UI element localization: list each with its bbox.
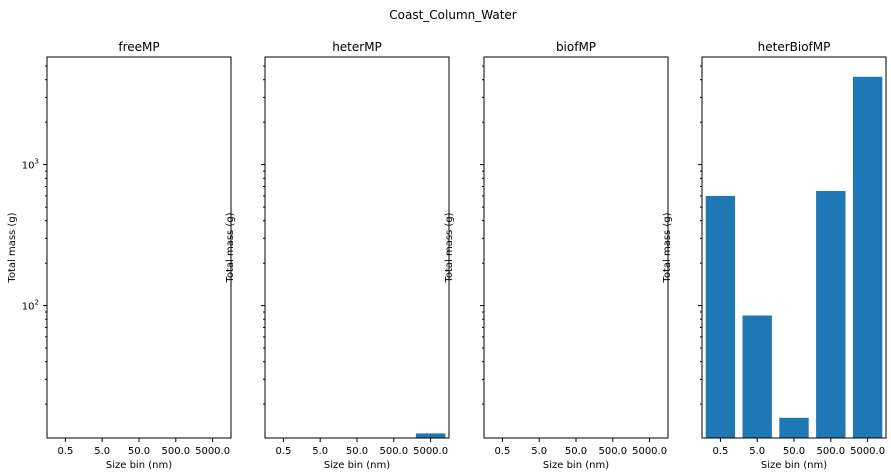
x-tick-label: 5.0 xyxy=(531,446,547,457)
axes-frame xyxy=(46,56,232,439)
axes-frame xyxy=(701,56,887,439)
x-tick-label: 50.0 xyxy=(565,446,587,457)
bar-5000.0 xyxy=(415,433,446,438)
x-tick-label: 0.5 xyxy=(57,446,73,457)
bar-500.0 xyxy=(816,191,846,438)
y-axis-label: Total mass (g) xyxy=(444,212,455,283)
x-tick-label: 50.0 xyxy=(346,446,368,457)
subplot-title: heterMP xyxy=(332,40,382,54)
x-tick-label: 500.0 xyxy=(816,446,845,457)
x-tick-label: 5000.0 xyxy=(632,446,667,457)
x-tick-label: 500.0 xyxy=(598,446,627,457)
subplot-heterBiofMP: heterBiofMP 0.5 5.0 50.0 500.0 5000.0 Size bin… xyxy=(662,40,887,471)
y-axis-label: Total mass (g) xyxy=(225,212,236,283)
x-tick-label: 5000.0 xyxy=(413,446,448,457)
x-axis-label: Size bin (nm) xyxy=(761,460,827,471)
subplot-biofMP: biofMP 0.5 5.0 50.0 500.0 5000.0 Size bin (nm)… xyxy=(444,40,669,471)
y-tick-exponent: 3 xyxy=(35,158,39,166)
y-axis-label: Total mass (g) xyxy=(662,212,673,283)
x-axis-label: Size bin (nm) xyxy=(324,460,390,471)
x-tick-label: 500.0 xyxy=(161,446,190,457)
x-tick-label: 50.0 xyxy=(783,446,805,457)
subplot-title: heterBiofMP xyxy=(758,40,831,54)
subplot-title: freeMP xyxy=(118,40,159,54)
axes-frame xyxy=(264,56,450,439)
figure-suptitle: Coast_Column_Water xyxy=(389,8,517,22)
y-axis-label: Total mass (g) xyxy=(7,212,18,283)
x-axis-label: Size bin (nm) xyxy=(106,460,172,471)
x-tick-label: 50.0 xyxy=(128,446,150,457)
x-tick-label: 5000.0 xyxy=(850,446,885,457)
x-tick-label: 0.5 xyxy=(712,446,728,457)
x-tick-label: 0.5 xyxy=(275,446,291,457)
y-tick-mantissa: 10 xyxy=(22,302,35,313)
x-tick-label: 500.0 xyxy=(379,446,408,457)
y-tick-mantissa: 10 xyxy=(22,161,35,172)
y-tick-exponent: 2 xyxy=(35,299,39,307)
x-axis-label: Size bin (nm) xyxy=(543,460,609,471)
x-tick-label: 5.0 xyxy=(94,446,110,457)
x-tick-label: 5.0 xyxy=(749,446,765,457)
x-tick-label: 5.0 xyxy=(312,446,328,457)
axes-frame xyxy=(483,56,669,439)
bar-0.5 xyxy=(705,195,736,438)
x-tick-label: 5000.0 xyxy=(195,446,230,457)
y-tick-label: 103 xyxy=(22,158,39,172)
x-tick-label: 0.5 xyxy=(494,446,510,457)
bar-5.0 xyxy=(742,315,772,438)
bar-5000.0 xyxy=(852,76,883,439)
subplot-title: biofMP xyxy=(556,40,596,54)
y-tick-label: 102 xyxy=(22,299,39,313)
bar-50.0 xyxy=(779,417,809,438)
subplot-heterMP: heterMP 0.5 5.0 50.0 500.0 5000.0 Size bin (nm… xyxy=(225,40,450,471)
